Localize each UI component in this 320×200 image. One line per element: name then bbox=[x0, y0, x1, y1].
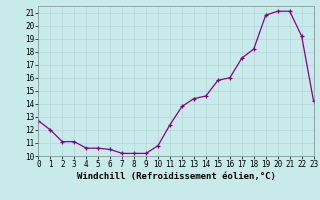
X-axis label: Windchill (Refroidissement éolien,°C): Windchill (Refroidissement éolien,°C) bbox=[76, 172, 276, 181]
